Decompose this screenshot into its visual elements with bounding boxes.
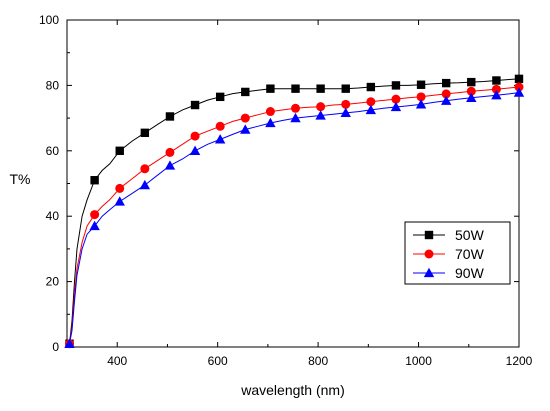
data-point-50w xyxy=(266,84,275,93)
data-point-70w xyxy=(291,103,301,113)
data-point-90w xyxy=(315,110,326,120)
x-tick-label: 400 xyxy=(107,354,127,368)
data-point-70w xyxy=(341,99,351,109)
legend: 50W 70W 90W xyxy=(404,221,511,285)
data-point-50w xyxy=(316,84,325,93)
data-point-70w xyxy=(416,92,426,102)
y-tick-label: 0 xyxy=(52,340,59,354)
series-line-90w xyxy=(66,92,520,346)
data-point-50w xyxy=(291,84,300,93)
data-point-70w xyxy=(391,94,401,104)
data-point-50w xyxy=(115,146,124,155)
y-tick-label: 100 xyxy=(39,13,59,27)
data-point-50w xyxy=(215,92,225,102)
data-point-90w xyxy=(89,220,100,231)
plot-frame xyxy=(66,19,520,348)
data-point-50w xyxy=(90,176,99,185)
y-tick-label: 40 xyxy=(46,209,60,223)
data-point-70w xyxy=(215,121,225,131)
data-point-90w xyxy=(164,160,176,170)
data-point-70w xyxy=(265,107,275,117)
legend-label-90w: 90W xyxy=(455,265,485,281)
data-point-90w xyxy=(139,179,151,190)
data-point-90w xyxy=(214,134,226,144)
data-point-70w xyxy=(190,131,200,141)
data-point-70w xyxy=(491,84,501,94)
data-point-70w xyxy=(366,97,376,107)
data-point-50w xyxy=(416,80,426,89)
data-point-90w xyxy=(513,87,525,97)
data-point-70w xyxy=(514,82,524,92)
data-point-70w xyxy=(90,210,100,220)
data-point-50w xyxy=(441,78,451,88)
data-point-90w xyxy=(440,95,452,105)
y-tick-label: 60 xyxy=(46,144,60,158)
data-point-90w xyxy=(390,101,402,112)
legend-label-50w: 50W xyxy=(455,227,485,243)
data-point-90w xyxy=(240,124,251,134)
data-point-50w xyxy=(467,77,476,87)
data-point-90w xyxy=(415,99,427,109)
data-point-90w xyxy=(365,104,377,115)
x-axis-title: wavelength (nm) xyxy=(240,382,345,398)
data-point-90w xyxy=(491,90,502,100)
y-tick-label: 80 xyxy=(46,78,60,92)
data-point-90w xyxy=(340,107,351,118)
data-point-50w xyxy=(366,82,376,92)
data-point-50w xyxy=(492,76,501,85)
x-tick-label: 600 xyxy=(208,354,228,368)
legend-marker-70w xyxy=(424,249,434,259)
data-point-70w xyxy=(316,102,326,112)
data-point-70w xyxy=(165,147,175,157)
data-point-90w xyxy=(290,112,301,123)
data-point-70w xyxy=(240,113,250,123)
legend-label-70w: 70W xyxy=(455,246,485,262)
legend-box xyxy=(404,221,511,285)
legend-marker-50w xyxy=(424,230,434,240)
y-axis-title: T% xyxy=(10,171,31,187)
data-point-70w xyxy=(441,89,451,99)
data-point-50w xyxy=(165,112,175,121)
data-point-70w xyxy=(466,86,476,96)
data-point-70w xyxy=(140,164,150,174)
data-point-50w xyxy=(190,100,200,110)
series-markers xyxy=(64,74,525,349)
data-point-90w xyxy=(64,338,75,348)
data-point-90w xyxy=(466,92,477,102)
y-tick-label: 20 xyxy=(46,275,60,289)
data-point-50w xyxy=(514,74,524,84)
data-point-90w xyxy=(265,117,276,128)
data-point-70w xyxy=(115,183,125,193)
legend-marker-90w xyxy=(423,267,435,278)
x-tick-label: 1200 xyxy=(506,354,533,368)
x-tick-label: 1000 xyxy=(405,354,432,368)
axis-ticks: 400 600 800 1000 1200 0 20 40 60 80 100 xyxy=(39,13,533,368)
data-point-90w xyxy=(189,145,201,155)
data-point-90w xyxy=(114,196,125,206)
data-point-50w xyxy=(341,84,350,93)
data-point-50w xyxy=(391,81,401,90)
data-point-50w xyxy=(241,87,250,97)
series-line-70w xyxy=(66,86,520,346)
x-tick-label: 800 xyxy=(308,354,328,368)
data-point-50w xyxy=(140,128,150,138)
